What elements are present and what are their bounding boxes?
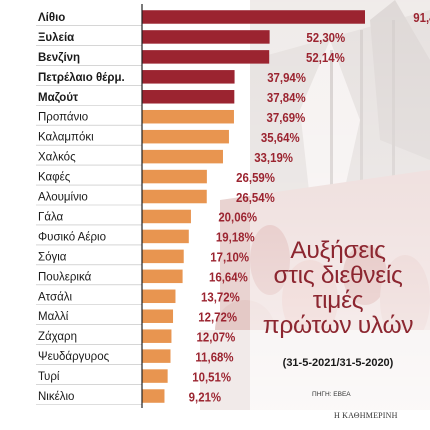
data-label: 13,72%	[201, 290, 240, 305]
bar	[142, 249, 184, 264]
bar	[142, 289, 176, 304]
brand-logo: Η ΚΑΘΗΜΕΡΙΝΗ	[334, 411, 398, 420]
data-label: 12,07%	[197, 330, 236, 345]
bar	[142, 229, 189, 244]
category-label: Χαλκός	[38, 152, 76, 164]
category-label: Λίθιο	[38, 12, 65, 24]
headline-line-3: τιμές	[312, 287, 364, 314]
data-label: 35,64%	[261, 130, 300, 145]
category-label: Ζάχαρη	[38, 331, 77, 343]
data-label: 37,94%	[267, 70, 306, 85]
bar	[142, 329, 172, 343]
bar	[142, 369, 168, 383]
bar	[142, 70, 235, 84]
data-label: 33,19%	[254, 150, 293, 165]
data-label: 26,54%	[236, 190, 275, 205]
category-label: Μαλλί	[38, 311, 69, 323]
category-label: Βενζίνη	[38, 52, 80, 64]
headline-line-4: πρώτων υλών	[262, 312, 414, 339]
category-label: Νικέλιο	[38, 391, 74, 403]
category-label: Γάλα	[38, 211, 64, 223]
bar	[142, 209, 191, 224]
bar	[142, 309, 174, 323]
bar	[142, 349, 171, 363]
category-label: Πετρέλαιο θέρμ.	[38, 72, 125, 84]
data-label: 9,21%	[189, 390, 222, 405]
bar	[142, 109, 234, 124]
category-label: Πουλερικά	[38, 271, 92, 283]
data-label: 11,68%	[195, 350, 233, 365]
bar	[142, 30, 270, 44]
category-label: Μαζούτ	[38, 92, 78, 104]
data-label: 52,14%	[306, 50, 345, 65]
date-range: (31-5-2021/31-5-2020)	[282, 357, 394, 369]
headline-line-2: στις διεθνείς	[273, 262, 403, 289]
bar	[142, 10, 365, 24]
data-label: 12,72%	[198, 310, 237, 325]
category-label: Ψευδάργυρος	[38, 351, 110, 363]
headline: Αυξήσεις στις διεθνείς τιμές πρώτων υλών	[254, 238, 422, 338]
category-label: Σόγια	[38, 251, 67, 263]
data-label: 91,40%	[413, 11, 430, 26]
data-label: 16,64%	[209, 270, 248, 285]
category-label: Αλουμίνιο	[38, 192, 88, 204]
data-label: 26,59%	[236, 170, 275, 185]
source-note: ΠΗΓΗ: ΕΒΕΑ	[312, 391, 351, 398]
category-label: Καλαμπόκι	[38, 132, 94, 144]
category-label: Φυσικό Αέριο	[38, 231, 106, 243]
data-label: 17,10%	[210, 250, 249, 265]
category-label: Τυρί	[38, 371, 60, 383]
category-label: Προπάνιο	[38, 112, 88, 124]
bar	[142, 269, 183, 284]
bar	[142, 169, 207, 184]
data-label: 19,18%	[216, 230, 255, 245]
category-label: Ατσάλι	[38, 291, 73, 303]
data-label: 37,84%	[267, 90, 306, 105]
data-label: 52,30%	[306, 30, 345, 45]
bar	[142, 90, 235, 104]
bar	[142, 129, 229, 144]
bar	[142, 50, 270, 64]
data-label: 10,51%	[192, 370, 231, 385]
bar	[142, 189, 207, 204]
bar	[142, 389, 165, 403]
category-label: Καφές	[38, 172, 71, 184]
category-label: Ξυλεία	[38, 32, 74, 44]
headline-line-1: Αυξήσεις	[290, 237, 386, 264]
bar	[142, 149, 223, 164]
data-label: 37,69%	[267, 110, 306, 125]
data-label: 20,06%	[218, 210, 257, 225]
